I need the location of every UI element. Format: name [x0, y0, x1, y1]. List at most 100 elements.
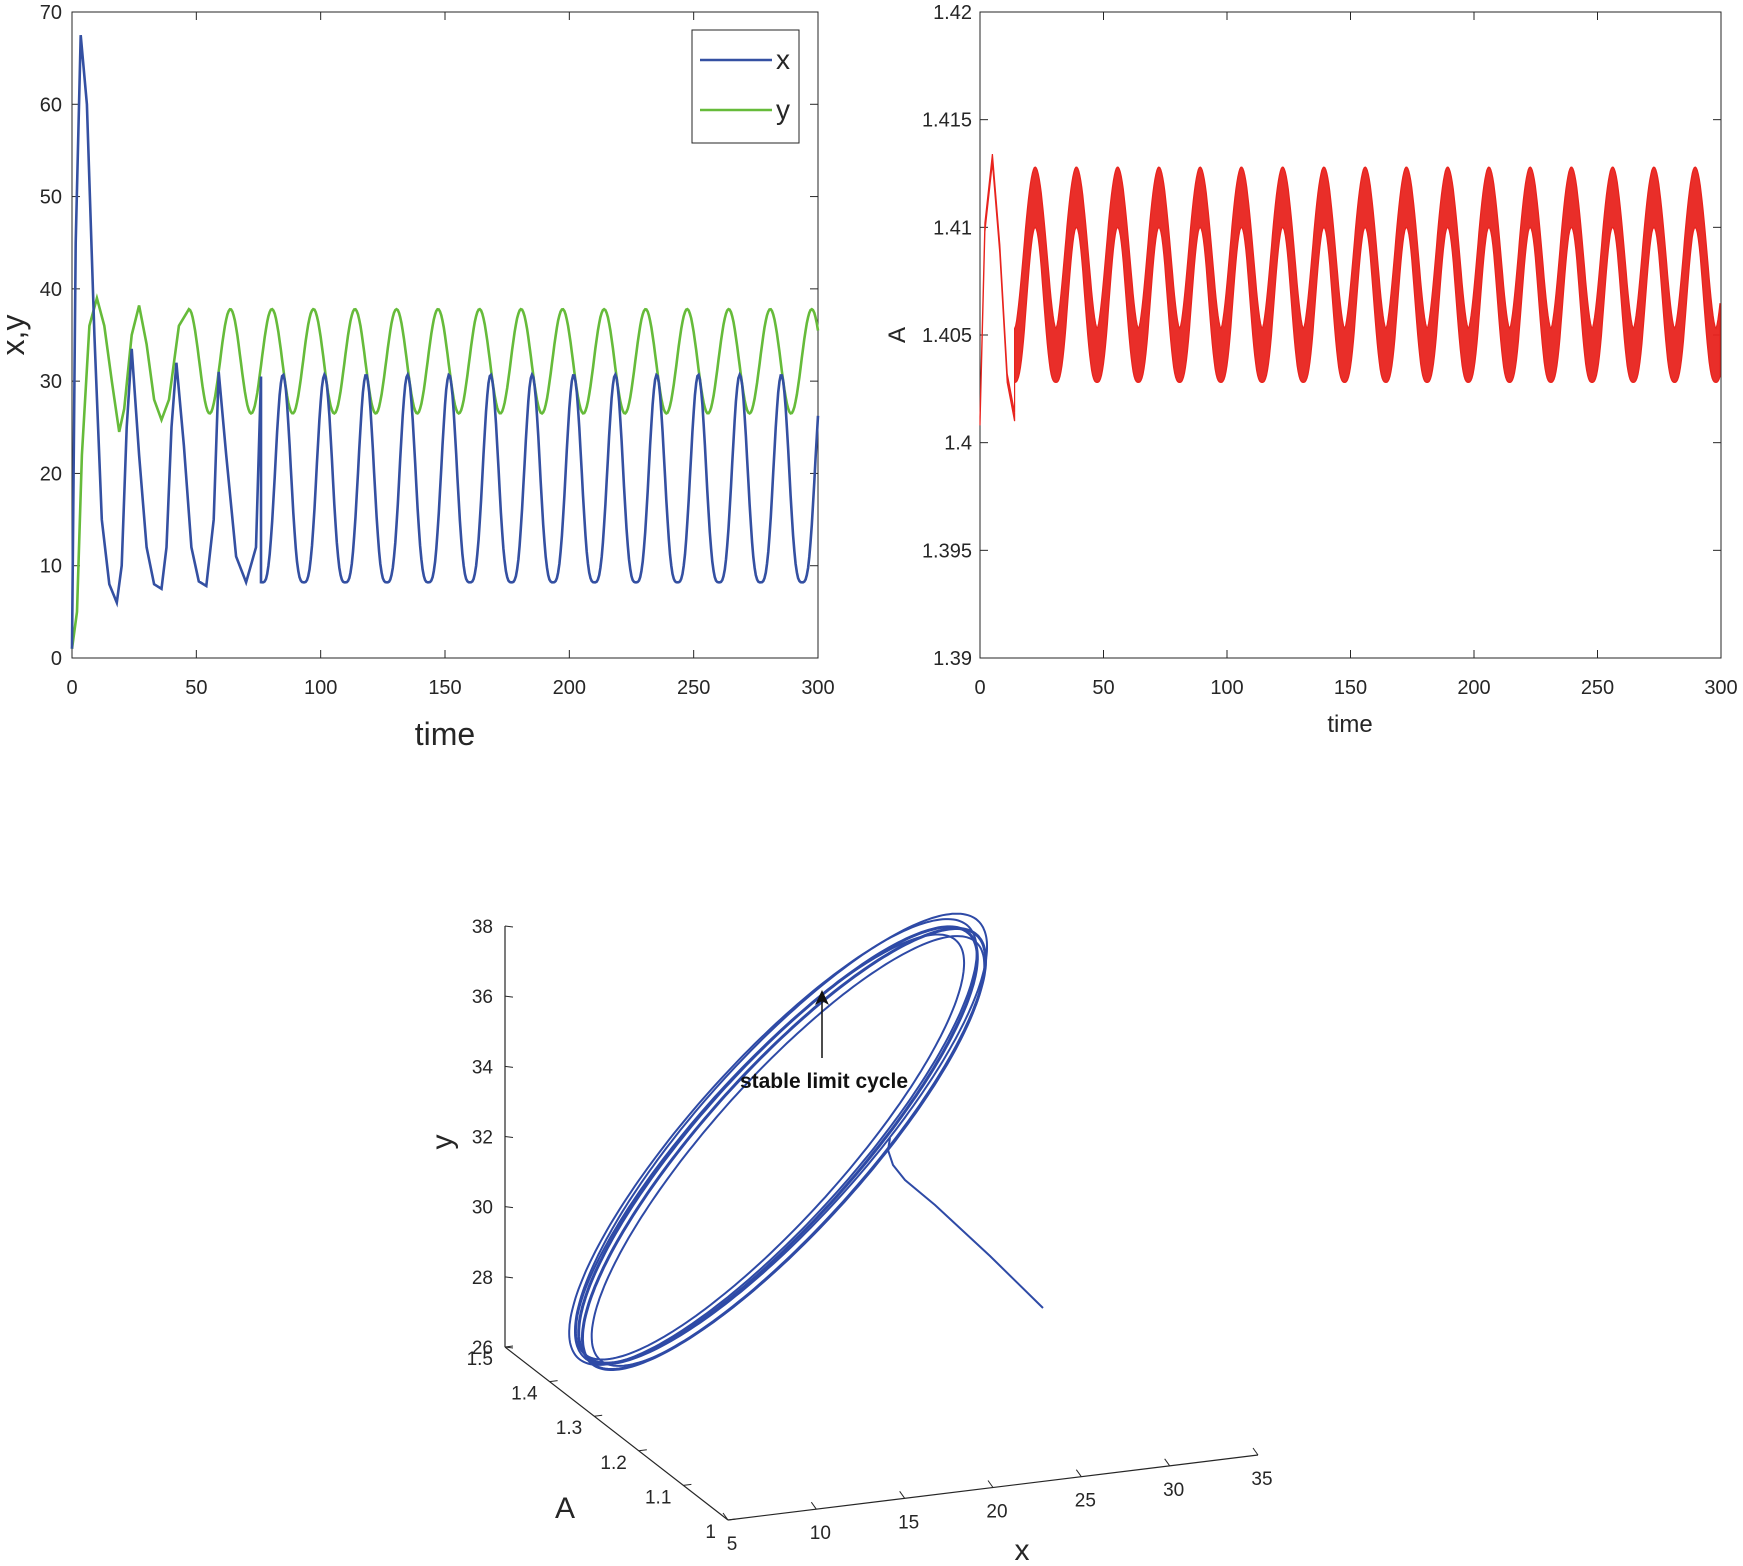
axis-tick-labels: 0 50 100 150 200 250 300 1.39 1.395 1.4 1.405 1.41 1… — [922, 2, 1738, 699]
phase-portrait-3d: 5 10 15 20 25 30 35 1 1.1 1.2 1.3 1.4 1.526 28 30 32 34 3… — [426, 912, 1273, 1566]
annotation-label: stable limit cycle — [740, 1070, 908, 1093]
x-tick-label: 50 — [185, 677, 207, 699]
a-tick-label: 1.2 — [600, 1453, 626, 1474]
y-tick-label: 1.405 — [922, 325, 972, 347]
y-tick-label: 30 — [40, 371, 62, 393]
x-tick-label: 30 — [1163, 1480, 1184, 1501]
limit-cycle-trajectory — [568, 912, 1044, 1371]
y-tick-label: 1.42 — [933, 2, 972, 24]
x-tick-label: 35 — [1251, 1469, 1272, 1490]
y-axis-label: x,y — [0, 315, 31, 356]
x-tick — [899, 1491, 906, 1499]
z-tick — [504, 1065, 514, 1068]
a-tick-label: 1.1 — [645, 1487, 671, 1508]
y-tick-label: 1.41 — [933, 217, 972, 239]
x-tick — [722, 1512, 729, 1521]
a-time-chart: 0 50 100 150 200 250 300 1.39 1.395 1.4 1.405 1.41 1… — [884, 2, 1738, 738]
a-tick-label: 1 — [705, 1522, 716, 1543]
a-tick — [638, 1449, 647, 1452]
limit-cycle-loop — [568, 918, 978, 1366]
z-tick — [504, 1276, 514, 1279]
z-tick — [504, 925, 514, 928]
series-a — [979, 154, 1721, 426]
x-tick-label: 10 — [810, 1523, 831, 1544]
x-tick-label: 300 — [1704, 677, 1737, 699]
x-tick-label: 100 — [304, 677, 337, 699]
z-tick-label: 26 — [472, 1338, 493, 1359]
limit-cycle-loop — [574, 912, 988, 1366]
x-tick-label: 250 — [1581, 677, 1614, 699]
y-tick-label: 50 — [40, 187, 62, 209]
x-tick-label: 50 — [1092, 677, 1114, 699]
x-tick-label: 200 — [1457, 677, 1490, 699]
z-tick — [504, 1206, 514, 1209]
y-tick-label: 60 — [40, 94, 62, 116]
y-tick-label: 1.39 — [933, 648, 972, 670]
y-axis-line — [504, 1346, 729, 1521]
series-band-a — [979, 154, 1721, 426]
a-tick-label: 1.5 — [467, 1349, 493, 1370]
y-tick-label: 40 — [40, 279, 62, 301]
y-tick-label: 0 — [51, 648, 62, 670]
x-tick-label: 150 — [428, 677, 461, 699]
limit-cycle-loop — [574, 933, 966, 1361]
z-tick-label: 36 — [472, 987, 493, 1008]
axis-ticks — [979, 11, 1722, 659]
z-tick — [504, 995, 514, 998]
axis-tick-labels: 0 50 100 150 200 250 300 0 10 20 30 40 50 60 70 — [40, 2, 835, 699]
axis-ticks — [504, 925, 1259, 1521]
axis-tick-labels: 5 10 15 20 25 30 35 1 1.1 1.2 1.3 1.4 1.526 28 30 32 34 3… — [467, 917, 1273, 1555]
x-tick-label: 15 — [898, 1512, 919, 1533]
y-tick-label: 10 — [40, 556, 62, 578]
z-tick-label: 28 — [472, 1268, 493, 1289]
x-tick-label: 300 — [801, 677, 834, 699]
z-axis-label: y — [426, 1135, 459, 1150]
a-tick — [549, 1380, 558, 1383]
x-tick-label: 150 — [1334, 677, 1367, 699]
y-tick-label: 1.395 — [922, 540, 972, 562]
y-tick-label: 1.4 — [944, 433, 972, 455]
x-axis-label: time — [1327, 711, 1372, 738]
transient-trajectory — [886, 1137, 1044, 1309]
y-tick-label: 70 — [40, 2, 62, 24]
legend-label-y: y — [776, 94, 790, 125]
y-tick-label: 1.415 — [922, 110, 972, 132]
z-tick-label: 34 — [472, 1057, 494, 1078]
x-tick-label: 100 — [1210, 677, 1243, 699]
x-tick — [1075, 1469, 1082, 1477]
a-tick — [594, 1414, 603, 1417]
a-tick-label: 1.4 — [511, 1384, 538, 1405]
x-tick-label: 20 — [986, 1502, 1007, 1523]
a-tick — [727, 1518, 737, 1521]
limit-cycle-loop — [580, 927, 988, 1371]
annotation: stable limit cycle — [740, 990, 908, 1093]
series-line-x — [70, 34, 820, 649]
x-tick — [1164, 1458, 1171, 1467]
z-tick — [504, 1136, 514, 1138]
series-lines — [70, 34, 820, 649]
xy-time-chart: 0 50 100 150 200 250 300 0 10 20 30 40 50 60 70 time x… — [0, 2, 835, 752]
x-tick — [987, 1480, 994, 1488]
z-tick-label: 32 — [472, 1128, 493, 1149]
x-tick-label: 25 — [1075, 1491, 1096, 1512]
a-tick-label: 1.3 — [556, 1418, 582, 1439]
x-axis-label: time — [415, 716, 475, 752]
x-tick — [1252, 1447, 1259, 1456]
a-tick — [683, 1483, 692, 1486]
x-tick-label: 0 — [66, 677, 77, 699]
y-axis-label: A — [884, 327, 911, 343]
legend-box — [691, 29, 800, 144]
x-tick-label: 250 — [677, 677, 710, 699]
legend-label-x: x — [776, 44, 790, 75]
x-tick — [810, 1501, 817, 1510]
x-tick-label: 200 — [553, 677, 586, 699]
a-axis-label: A — [555, 1492, 575, 1525]
limit-cycle-loop — [590, 935, 986, 1367]
z-tick — [504, 1346, 514, 1349]
x-axis-label: x — [1015, 1534, 1030, 1566]
limit-cycle-loop — [577, 925, 979, 1365]
annotation-arrowhead — [815, 990, 829, 1005]
z-tick-label: 38 — [472, 917, 493, 938]
x-tick-label: 5 — [727, 1534, 738, 1555]
